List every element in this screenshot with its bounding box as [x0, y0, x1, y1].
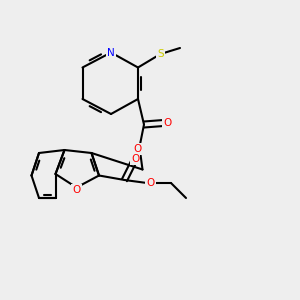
- Text: N: N: [107, 47, 115, 58]
- Text: O: O: [131, 154, 139, 164]
- Text: O: O: [146, 178, 155, 188]
- Text: O: O: [134, 144, 142, 154]
- Text: O: O: [72, 185, 81, 195]
- Text: S: S: [157, 49, 164, 59]
- Text: O: O: [163, 118, 171, 128]
